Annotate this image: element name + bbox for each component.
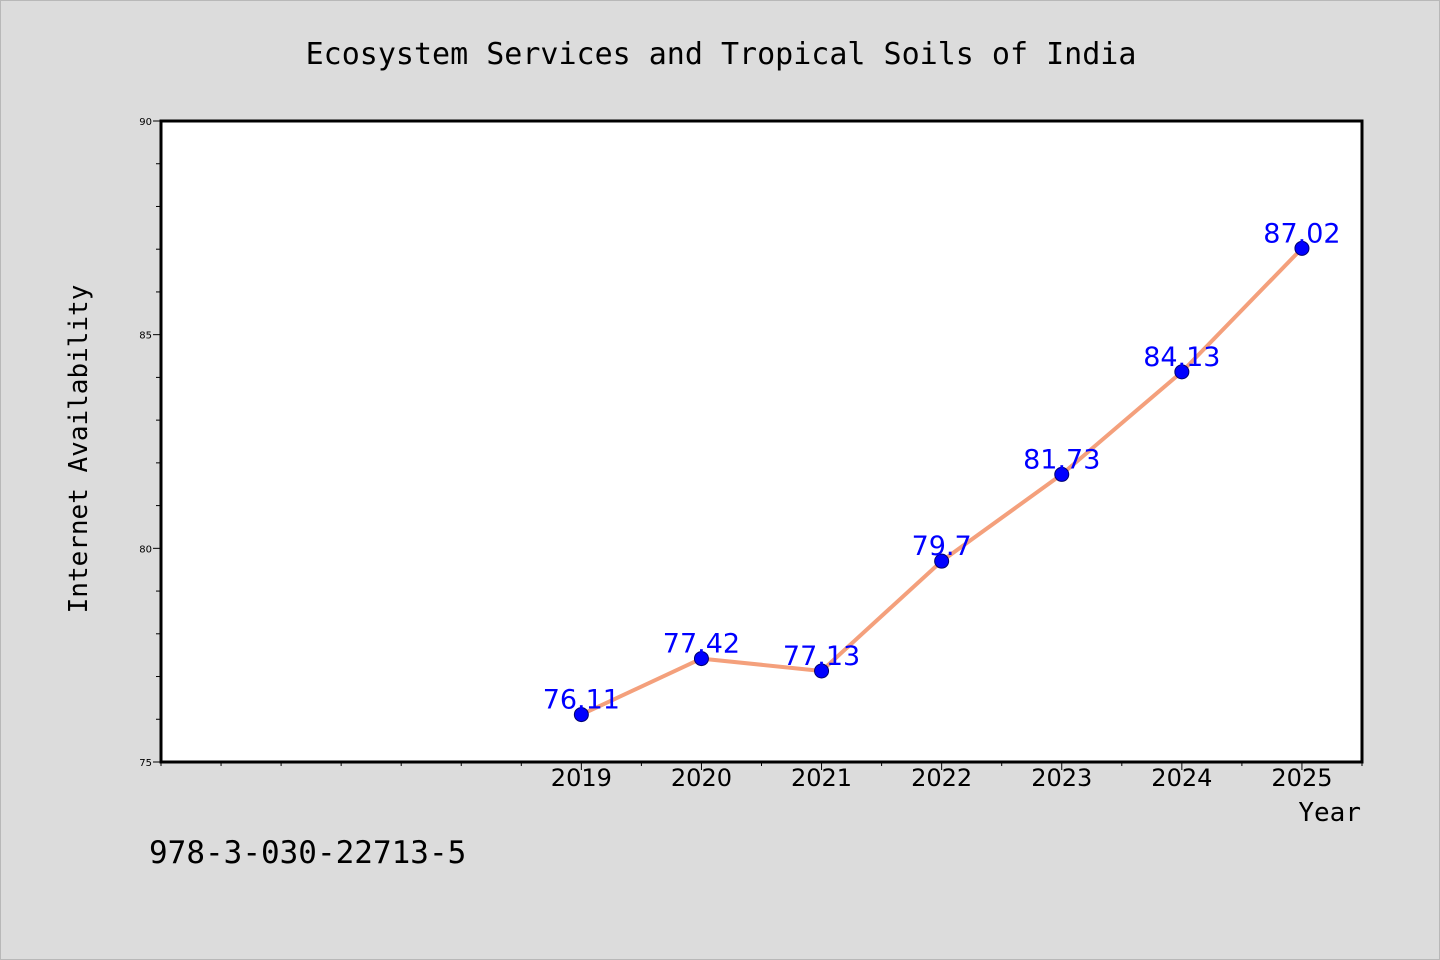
- x-tick-label: 2024: [1151, 764, 1212, 792]
- x-tick-label: 2022: [911, 764, 972, 792]
- x-tick-label: 2019: [551, 764, 612, 792]
- plot-area: [161, 121, 1362, 762]
- y-tick-label: 75: [139, 758, 152, 769]
- data-label: 77.13: [783, 641, 860, 672]
- y-tick-label: 85: [139, 331, 152, 342]
- data-label: 87.02: [1263, 218, 1340, 249]
- x-axis-label: Year: [1298, 798, 1361, 828]
- x-tick-label: 2025: [1271, 764, 1332, 792]
- x-tick-label: 2023: [1031, 764, 1092, 792]
- series-line-group: [573, 240, 1310, 723]
- x-tick-label: 2021: [791, 764, 852, 792]
- y-tick-label: 90: [139, 117, 152, 128]
- data-point: [573, 707, 589, 723]
- data-point: [814, 663, 830, 679]
- chart-title: Ecosystem Services and Tropical Soils of…: [306, 37, 1137, 72]
- y-axis-label: Internet Availability: [64, 285, 94, 614]
- data-label: 81.73: [1023, 444, 1100, 475]
- data-labels-group: 76.11 77.42 77.13 79.7 81.73 84.13 87.02: [543, 218, 1341, 715]
- data-label: 76.11: [543, 685, 620, 716]
- data-label: 77.42: [663, 629, 740, 660]
- y-tick-label: 80: [139, 544, 152, 555]
- data-label: 79.7: [912, 531, 972, 562]
- axis-ticks: 75 80 85 90 2019 2020 2021 2022 2023 2024 2025: [139, 117, 1363, 792]
- data-point: [1174, 364, 1190, 380]
- data-point: [1054, 466, 1070, 482]
- plot-frame: [159, 119, 1364, 764]
- isbn-text: 978-3-030-22713-5: [149, 835, 467, 871]
- data-point: [934, 553, 950, 569]
- data-point: [693, 651, 709, 667]
- data-point: [1294, 240, 1310, 256]
- x-tick-label: 2020: [671, 764, 732, 792]
- data-label: 84.13: [1143, 342, 1220, 373]
